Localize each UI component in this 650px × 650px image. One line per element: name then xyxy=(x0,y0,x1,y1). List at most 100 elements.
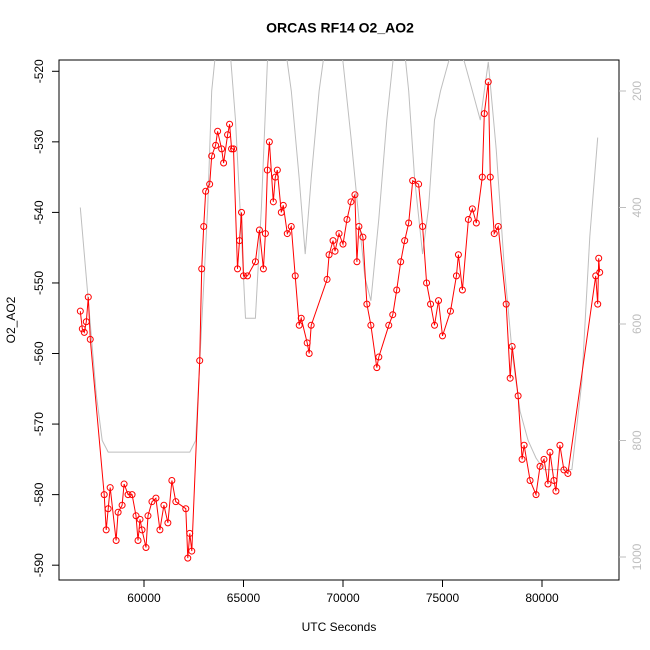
data-point xyxy=(415,180,423,188)
data-point xyxy=(305,350,313,358)
data-point xyxy=(100,491,108,499)
data-point xyxy=(514,392,522,400)
data-point xyxy=(363,300,371,308)
data-point xyxy=(518,455,526,463)
data-point xyxy=(389,311,397,319)
data-point xyxy=(367,321,375,329)
data-point xyxy=(347,198,355,206)
data-point xyxy=(526,477,534,485)
data-point xyxy=(550,477,558,485)
data-point xyxy=(112,536,120,544)
data-point xyxy=(226,120,234,128)
data-point xyxy=(279,201,287,209)
data-point xyxy=(339,240,347,248)
data-point xyxy=(259,265,267,273)
data-point xyxy=(118,501,126,509)
data-point xyxy=(196,357,204,365)
data-point xyxy=(297,314,305,322)
data-point xyxy=(220,159,228,167)
data-point xyxy=(86,335,94,343)
data-point xyxy=(156,526,164,534)
data-point xyxy=(595,254,603,262)
data-point xyxy=(446,307,454,315)
data-point xyxy=(124,491,132,499)
data-point xyxy=(401,237,409,245)
data-point xyxy=(271,173,279,181)
data-point xyxy=(200,223,208,231)
x-tick-label: 70000 xyxy=(326,591,360,605)
data-point xyxy=(397,258,405,266)
data-point xyxy=(206,180,214,188)
data-point xyxy=(490,230,498,238)
data-point xyxy=(291,272,299,280)
data-point xyxy=(353,258,361,266)
data-point xyxy=(214,127,222,135)
data-point xyxy=(325,251,333,259)
data-point xyxy=(468,205,476,213)
data-point xyxy=(472,219,480,227)
data-point xyxy=(393,286,401,294)
data-point xyxy=(329,237,337,245)
data-point xyxy=(234,265,242,273)
data-point xyxy=(106,484,114,492)
data-point xyxy=(142,544,150,552)
data-point xyxy=(431,321,439,329)
data-point xyxy=(536,462,544,470)
data-point xyxy=(303,339,311,347)
data-point xyxy=(596,268,604,276)
data-point xyxy=(148,498,156,506)
data-point xyxy=(458,286,466,294)
data-point xyxy=(182,505,190,513)
data-point xyxy=(544,480,552,488)
data-point xyxy=(228,145,236,153)
data-point xyxy=(287,223,295,231)
chart-title: ORCAS RF14 O2_AO2 xyxy=(266,20,414,36)
data-point xyxy=(307,321,315,329)
data-point xyxy=(373,364,381,372)
y2-tick-label: 400 xyxy=(630,197,644,217)
data-point xyxy=(132,512,140,520)
x-tick-label: 65000 xyxy=(227,591,261,605)
data-point xyxy=(164,519,172,527)
data-point xyxy=(323,275,331,283)
data-point xyxy=(480,110,488,118)
data-point xyxy=(114,508,122,516)
data-point xyxy=(546,448,554,456)
y-tick-label: -590 xyxy=(32,553,46,577)
data-point xyxy=(102,526,110,534)
data-point xyxy=(263,166,271,174)
data-point xyxy=(230,145,238,153)
y2-tick-label: 1000 xyxy=(630,543,644,570)
y-tick-label: -550 xyxy=(32,271,46,295)
data-point xyxy=(355,223,363,231)
data-point xyxy=(120,480,128,488)
data-point xyxy=(136,515,144,523)
data-point xyxy=(494,223,502,231)
data-point xyxy=(104,505,112,513)
plot-area xyxy=(76,60,604,562)
data-point xyxy=(351,191,359,199)
data-point xyxy=(439,332,447,340)
data-point xyxy=(198,265,206,273)
data-point xyxy=(76,307,84,315)
data-point xyxy=(202,187,210,195)
y-tick-label: -530 xyxy=(32,130,46,154)
y-tick-label: -520 xyxy=(32,59,46,83)
data-point xyxy=(452,272,460,280)
x-tick-label: 75000 xyxy=(426,591,460,605)
x-axis-label: UTC Seconds xyxy=(302,620,377,634)
data-point xyxy=(277,208,285,216)
data-point xyxy=(255,226,263,234)
data-point xyxy=(152,494,160,502)
data-point xyxy=(409,177,417,185)
data-point xyxy=(128,491,136,499)
data-point xyxy=(385,321,393,329)
data-point xyxy=(82,318,90,326)
data-point xyxy=(239,272,247,280)
data-point xyxy=(243,272,251,280)
y-tick-label: -560 xyxy=(32,341,46,365)
data-point xyxy=(405,219,413,227)
data-point xyxy=(186,529,194,537)
data-point xyxy=(552,487,560,495)
